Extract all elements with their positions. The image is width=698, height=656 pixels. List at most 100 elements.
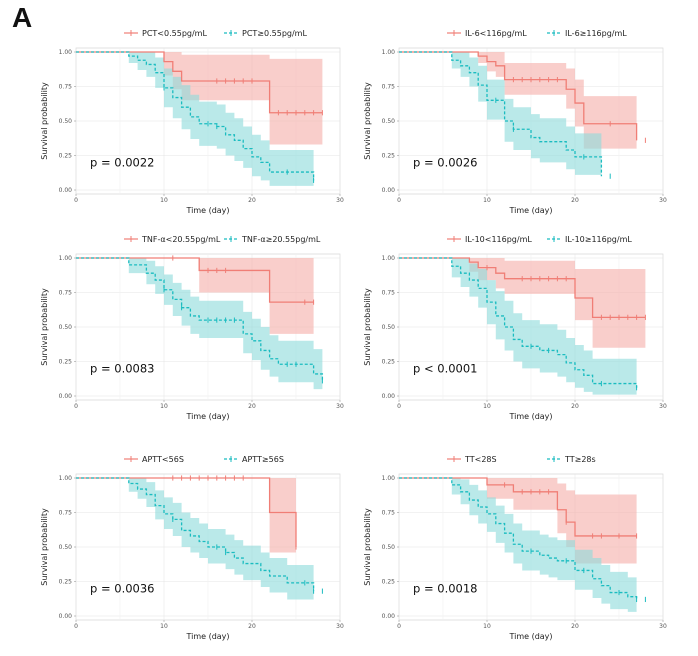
y-tick-label: 0.25 [382, 359, 396, 366]
confidence-band-high [76, 478, 314, 608]
km-plot-aptt: 0.00 0.25 0.50 0.75 1.00 0 10 20 30 Time (day) Sur… [10, 448, 350, 648]
y-tick-label: 0.50 [59, 544, 73, 551]
x-tick-label: 10 [483, 403, 491, 410]
survival-curve-low [76, 257, 314, 303]
p-value: p = 0.0026 [413, 155, 478, 169]
y-tick-label: 1.00 [59, 255, 73, 262]
y-tick-label: 0.00 [59, 187, 73, 194]
survival-curve-low [399, 477, 637, 537]
y-tick-label: 0.25 [382, 579, 396, 586]
legend-label: IL-10<116pg/mL [465, 235, 532, 244]
x-tick-label: 30 [659, 197, 667, 204]
y-tick-label: 0.75 [59, 510, 73, 517]
legend-label: PCT≥0.55pg/mL [242, 29, 307, 38]
legend-label: PCT<0.55pg/mL [142, 29, 207, 38]
x-tick-label: 10 [483, 623, 491, 630]
y-tick-label: 1.00 [59, 475, 73, 482]
legend: TT<28S TT≥28s [447, 455, 596, 464]
y-tick-label: 0.00 [382, 613, 396, 620]
y-tick-label: 0.75 [382, 510, 396, 517]
x-axis-label: Time (day) [185, 206, 229, 215]
y-tick-label: 0.75 [382, 84, 396, 91]
x-tick-label: 10 [160, 623, 168, 630]
y-tick-label: 1.00 [382, 255, 396, 262]
confidence-band-low [76, 478, 296, 589]
x-tick-label: 30 [659, 403, 667, 410]
p-value: p = 0.0083 [90, 361, 155, 375]
x-tick-label: 20 [571, 623, 579, 630]
legend: PCT<0.55pg/mL PCT≥0.55pg/mL [124, 29, 307, 38]
legend-label: TT≥28s [564, 455, 596, 464]
survival-curve-low [76, 477, 297, 547]
y-axis-label: Survival probability [40, 508, 49, 586]
x-tick-label: 0 [74, 197, 78, 204]
y-tick-label: 0.50 [382, 324, 396, 331]
y-tick-label: 0.00 [382, 393, 396, 400]
x-axis-label: Time (day) [185, 412, 229, 421]
y-axis-label: Survival probability [40, 82, 49, 160]
x-tick-label: 30 [659, 623, 667, 630]
x-tick-label: 20 [248, 403, 256, 410]
x-tick-label: 20 [248, 197, 256, 204]
x-tick-label: 20 [571, 197, 579, 204]
y-tick-label: 0.00 [59, 393, 73, 400]
y-tick-label: 0.50 [382, 544, 396, 551]
confidence-band-low [399, 258, 646, 348]
survival-curve-high [76, 257, 324, 381]
y-tick-label: 1.00 [382, 475, 396, 482]
y-tick-label: 0.50 [382, 118, 396, 125]
confidence-band-low [76, 258, 314, 334]
y-axis-label: Survival probability [40, 288, 49, 366]
x-tick-label: 10 [160, 403, 168, 410]
y-axis-label: Survival probability [363, 288, 372, 366]
y-tick-label: 0.50 [59, 324, 73, 331]
x-axis-label: Time (day) [185, 632, 229, 641]
km-plot-il6: 0.00 0.25 0.50 0.75 1.00 0 10 20 30 Time (day) Sur… [333, 22, 673, 222]
legend: IL-10<116pg/mL IL-10≥116pg/mL [447, 235, 632, 244]
km-plot-svg: 0.00 0.25 0.50 0.75 1.00 0 10 20 30 Time (day) Sur… [363, 29, 667, 215]
x-tick-label: 30 [336, 623, 344, 630]
legend-label: IL-6≥116pg/mL [565, 29, 627, 38]
legend: APTT<56S APTT≥56S [124, 455, 284, 464]
km-plot-tt: 0.00 0.25 0.50 0.75 1.00 0 10 20 30 Time (day) Sur… [333, 448, 673, 648]
survival-curve-low [399, 51, 638, 141]
p-value: p = 0.0036 [90, 581, 155, 595]
y-tick-label: 0.75 [59, 84, 73, 91]
km-plot-svg: 0.00 0.25 0.50 0.75 1.00 0 10 20 30 Time (day) Sur… [40, 29, 344, 215]
survival-curve-low [76, 51, 323, 114]
km-plot-svg: 0.00 0.25 0.50 0.75 1.00 0 10 20 30 Time (day) Sur… [363, 235, 667, 421]
y-tick-label: 0.25 [382, 153, 396, 160]
legend: TNF-α<20.55pg/mL TNF-α≥20.55pg/mL [124, 235, 321, 244]
legend-label: IL-6<116pg/mL [465, 29, 527, 38]
legend-label: TNF-α≥20.55pg/mL [241, 235, 321, 244]
survival-curve-high [399, 51, 603, 177]
legend: IL-6<116pg/mL IL-6≥116pg/mL [447, 29, 627, 38]
confidence-band-high [399, 478, 637, 614]
y-tick-label: 0.25 [59, 153, 73, 160]
survival-curve-high [76, 477, 315, 592]
y-tick-label: 0.75 [382, 290, 396, 297]
legend-label: APTT<56S [142, 455, 184, 464]
confidence-band-low [399, 52, 637, 168]
confidence-band-low [399, 478, 637, 564]
x-tick-label: 10 [483, 197, 491, 204]
km-plot-svg: 0.00 0.25 0.50 0.75 1.00 0 10 20 30 Time (day) Sur… [363, 455, 667, 641]
x-tick-label: 20 [248, 623, 256, 630]
survival-curve-high [76, 51, 315, 181]
y-tick-label: 1.00 [382, 49, 396, 56]
km-plot-pct: 0.00 0.25 0.50 0.75 1.00 0 10 20 30 Time (day) Sur… [10, 22, 350, 222]
legend-label: APTT≥56S [242, 455, 284, 464]
x-tick-label: 30 [336, 403, 344, 410]
legend-label: TNF-α<20.55pg/mL [141, 235, 221, 244]
km-plot-il10: 0.00 0.25 0.50 0.75 1.00 0 10 20 30 Time (day) Sur… [333, 228, 673, 428]
y-axis-label: Survival probability [363, 82, 372, 160]
confidence-band-high [76, 258, 323, 396]
km-plot-tnf: 0.00 0.25 0.50 0.75 1.00 0 10 20 30 Time (day) Sur… [10, 228, 350, 428]
x-tick-label: 0 [397, 623, 401, 630]
legend-label: TT<28S [464, 455, 497, 464]
y-tick-label: 0.25 [59, 579, 73, 586]
y-tick-label: 0.25 [59, 359, 73, 366]
x-axis-label: Time (day) [508, 206, 552, 215]
legend-label: IL-10≥116pg/mL [565, 235, 632, 244]
survival-curve-low [399, 257, 646, 318]
